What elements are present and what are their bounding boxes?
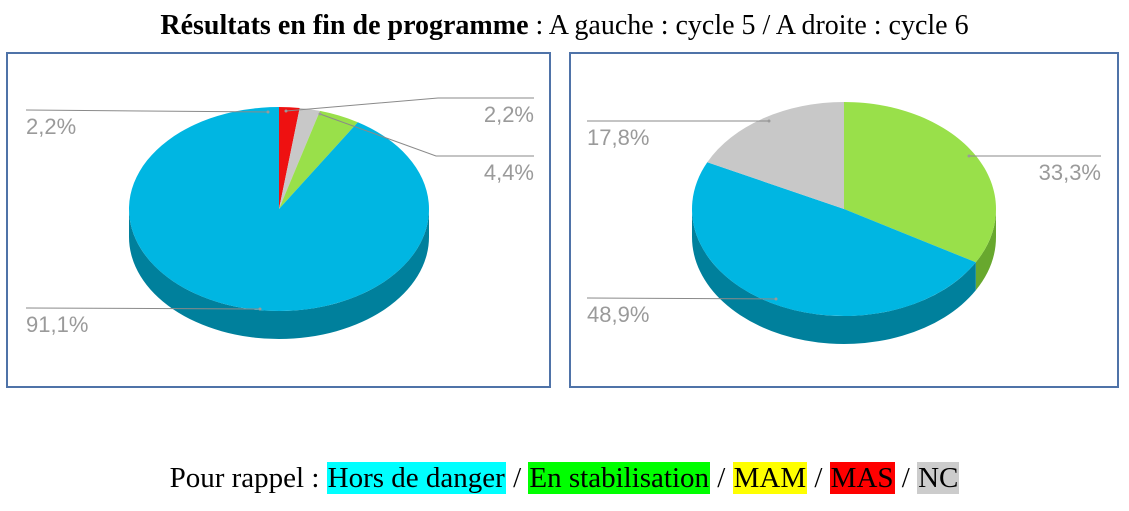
legend-en-stabilisation: En stabilisation — [528, 462, 711, 494]
pie-side-hors-de-danger — [129, 209, 429, 339]
leader-dot-mas — [266, 110, 270, 114]
chart-panel-cycle-5: 2,2% 2,2% 4,4% 91,1% — [6, 52, 551, 388]
pie-slice-nc — [279, 107, 320, 209]
pie-slice-nc — [707, 102, 844, 209]
pie-chart-cycle-5: 2,2% 2,2% 4,4% 91,1% — [25, 97, 534, 339]
leader-dot-en-stabilisation — [318, 112, 322, 116]
pie-slice-en-stabilisation — [279, 110, 358, 209]
legend-mas: MAS — [829, 462, 895, 494]
leader-line-hors-de-danger — [586, 297, 777, 300]
leader-dot-nc — [284, 109, 288, 113]
data-label-mas: 2,2% — [26, 114, 76, 139]
legend-separator: / — [710, 462, 733, 494]
page-title: Résultats en fin de programme : A gauche… — [0, 10, 1129, 42]
legend-mam: MAM — [732, 462, 808, 494]
legend-hors-de-danger: Hors de danger — [326, 462, 506, 494]
pie-slice-en-stabilisation — [844, 102, 996, 263]
leader-dot-en-stabilisation — [967, 154, 971, 158]
pie-side-hors-de-danger — [692, 209, 976, 344]
leader-line-hors-de-danger — [25, 307, 261, 310]
leader-line-mas — [25, 109, 269, 113]
pie-chart-cycle-6: 33,3% 48,9% 17,8% — [586, 102, 1101, 344]
pie-slice-hors-de-danger — [692, 162, 976, 316]
data-label-nc: 2,2% — [484, 102, 534, 127]
legend-reminder: Pour rappel : Hors de danger / En stabil… — [0, 462, 1129, 495]
legend-prefix: Pour rappel : — [169, 462, 327, 494]
data-label-en-stabilisation: 33,3% — [1039, 160, 1101, 185]
chart-panel-cycle-6: 33,3% 48,9% 17,8% — [569, 52, 1119, 388]
data-label-en-stabilisation: 4,4% — [484, 160, 534, 185]
pie-side-en-stabilisation — [975, 209, 996, 291]
leader-dot-hors-de-danger — [258, 307, 262, 311]
title-rest: : A gauche : cycle 5 / A droite : cycle … — [528, 10, 969, 41]
legend-separator: / — [894, 462, 918, 494]
legend-nc: NC — [917, 462, 960, 494]
data-label-hors-de-danger: 91,1% — [26, 312, 88, 337]
data-label-nc: 17,8% — [587, 125, 649, 150]
legend-separator: / — [807, 462, 830, 494]
leader-line-en-stabilisation — [319, 113, 534, 157]
title-bold: Résultats en fin de programme — [160, 10, 529, 41]
pie-slice-mas — [279, 107, 300, 209]
leader-dot-nc — [767, 119, 771, 123]
leader-dot-hors-de-danger — [774, 297, 778, 301]
legend-separator: / — [505, 462, 529, 494]
leader-line-nc — [285, 97, 534, 112]
data-label-hors-de-danger: 48,9% — [587, 302, 649, 327]
pie-slice-hors-de-danger — [129, 107, 429, 311]
